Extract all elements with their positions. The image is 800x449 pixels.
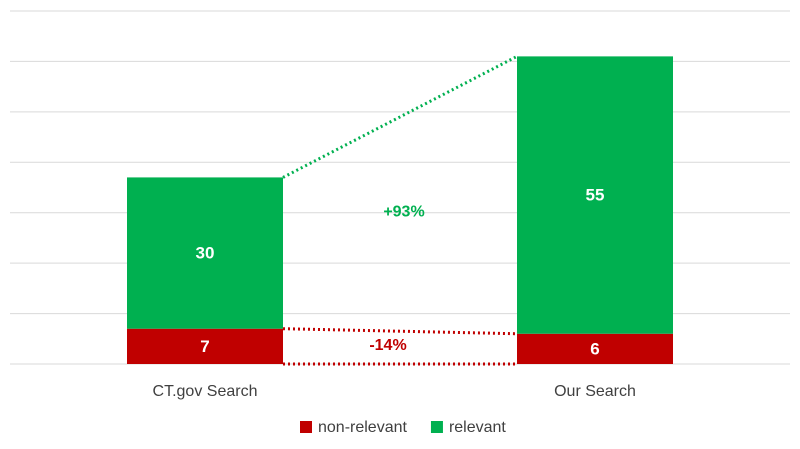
annotation: +93% — [383, 203, 424, 220]
bar-segment — [127, 328, 283, 364]
bar-segment — [127, 177, 283, 329]
legend-label: non-relevant — [318, 419, 408, 436]
value-label: 30 — [196, 244, 215, 263]
connector — [282, 55, 518, 179]
annotation: -14% — [369, 337, 406, 354]
x-tick-label: CT.gov Search — [153, 383, 258, 400]
bar-segment — [517, 56, 673, 334]
legend-swatch — [300, 421, 312, 433]
value-label: 55 — [586, 186, 605, 205]
legend-swatch — [430, 421, 443, 433]
value-label: 6 — [590, 339, 599, 358]
x-tick-label: Our Search — [554, 383, 636, 400]
connector — [282, 327, 518, 336]
value-label: 7 — [200, 337, 209, 356]
legend-label: relevant — [449, 419, 506, 436]
bar-segment — [517, 333, 673, 364]
